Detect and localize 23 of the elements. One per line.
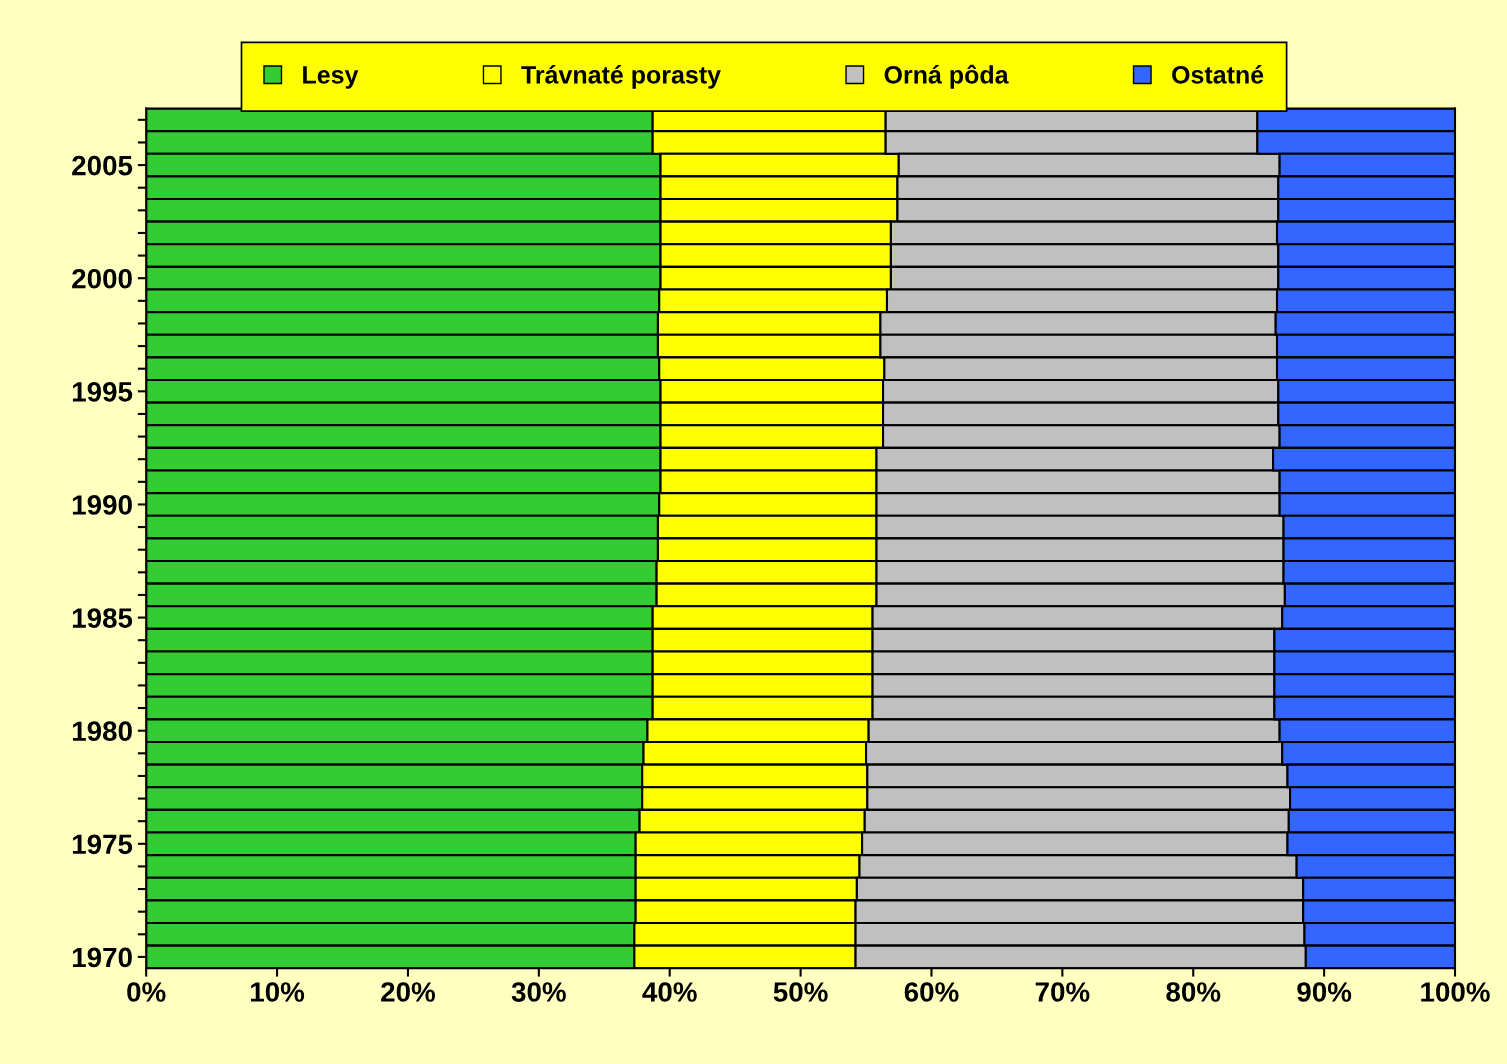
y-tick-label: 1995	[72, 382, 133, 402]
y-tick-label: 1975	[72, 834, 133, 855]
y-tick-label: 2005	[72, 155, 133, 176]
x-tick-label: 70%	[1035, 982, 1090, 1002]
y-tick-label: 1970	[72, 947, 132, 968]
legend-label: Trávnaté porasty	[521, 65, 721, 89]
x-tick-label: 100%	[1421, 982, 1490, 1002]
y-tick-label: 1980	[72, 721, 132, 742]
legend-label: Ostatné	[1172, 65, 1264, 84]
legend-label: Orná pôda	[884, 64, 1009, 89]
legend-label: Lesy	[303, 66, 359, 89]
x-tick-label: 30%	[511, 982, 566, 1002]
y-tick-label: 2000	[72, 268, 132, 289]
y-tick-label: 1985	[72, 608, 133, 628]
x-tick-label: 60%	[904, 982, 959, 1002]
x-tick-label: 20%	[381, 982, 436, 1002]
y-tick-label: 1990	[72, 495, 132, 515]
x-tick-label: 90%	[1297, 982, 1352, 1002]
x-tick-label: 40%	[642, 982, 697, 1002]
x-tick-label: 80%	[1166, 982, 1221, 1002]
x-tick-label: 10%	[251, 982, 305, 1002]
x-tick-label: 50%	[773, 982, 828, 1002]
x-tick-label: 0%	[127, 982, 166, 1002]
